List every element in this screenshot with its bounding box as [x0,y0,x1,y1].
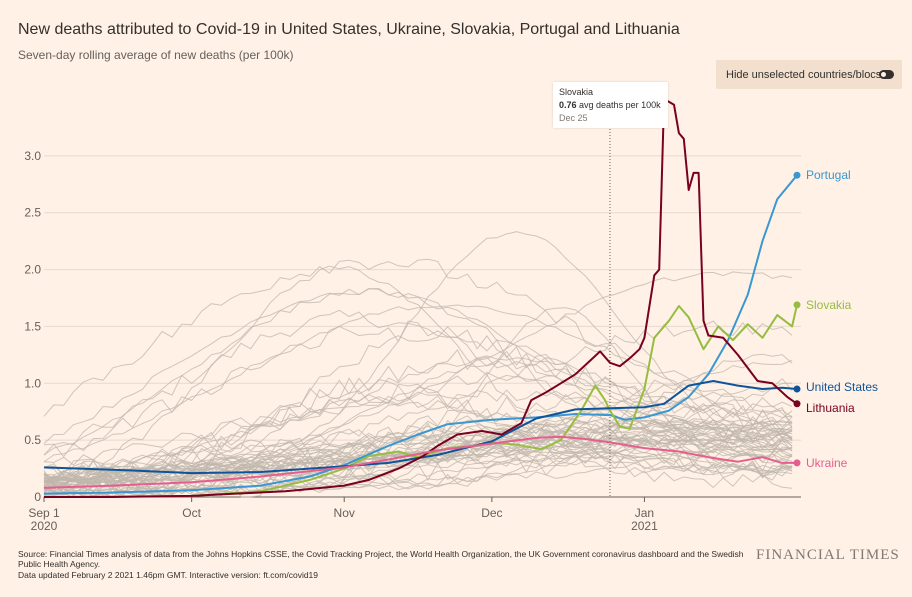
series-line-ukraine[interactable] [43,435,797,489]
background-country-line [43,435,793,490]
series-end-dot-united-states[interactable] [793,385,801,393]
y-tick-label: 2.5 [24,206,41,220]
footer-updated: Data updated February 2 2021 1.46pm GMT.… [18,570,319,580]
background-country-line [43,425,793,481]
background-country-line [43,271,793,483]
y-tick-label: 3.0 [24,149,41,163]
series-line-united-states[interactable] [43,380,798,475]
background-country-line [43,389,793,466]
tooltip-value-suffix: avg deaths per 100k [576,100,661,110]
series-end-dot-slovakia[interactable] [793,301,801,309]
background-country-line [43,450,793,498]
series-label-slovakia: Slovakia [806,298,852,312]
series-label-portugal: Portugal [806,168,851,182]
tooltip-value: 0.76 [559,100,577,110]
background-country-line [43,258,793,419]
y-tick-label: 1.0 [24,376,41,390]
background-country-line [43,430,793,496]
background-country-line [43,377,793,495]
tooltip-date: Dec 25 [559,113,588,123]
hide-unselected-label: Hide unselected countries/blocs [726,68,882,81]
x-tick-label: Dec [481,506,502,520]
series-end-dot-portugal[interactable] [793,171,801,179]
series-line-portugal[interactable] [43,174,798,495]
highlighted-series: Portugal Slovakia United States Lithuania Uk… [43,98,878,498]
background-country-line [43,403,793,488]
background-country-line [43,401,793,476]
y-tick-label: 0 [34,490,41,504]
x-tick-label: Sep 1 [28,506,60,520]
background-country-line [43,287,793,464]
series-label-ukraine: Ukraine [806,456,848,470]
background-country-line [43,413,793,488]
toggle-switch-icon[interactable] [879,70,894,79]
chart-title: New deaths attributed to Covid-19 in Uni… [18,21,680,38]
background-country-line [43,320,793,458]
hover-tooltip: Slovakia 0.76 avg deaths per 100k Dec 25 [553,82,668,128]
series-end-dot-ukraine[interactable] [793,459,801,467]
background-country-line [43,440,793,495]
series-line-lithuania[interactable] [44,98,798,498]
background-country-line [43,431,793,486]
series-label-united-states: United States [806,380,878,394]
background-country-line [43,420,793,483]
x-tick-sublabel: 2021 [631,519,658,533]
background-country-line [43,426,793,488]
y-tick-label: 1.5 [24,319,41,333]
x-tick-label: Nov [334,506,355,520]
footer-source: Source: Financial Times analysis of data… [18,549,744,569]
chart-subtitle: Seven-day rolling average of new deaths … [18,48,294,62]
tooltip-country: Slovakia [559,87,594,97]
x-tick-label: Jan [635,506,654,520]
series-label-lithuania: Lithuania [806,401,855,415]
x-tick-label: Oct [182,506,201,520]
background-country-line [43,320,793,484]
background-country-line [43,304,793,463]
background-country-line [43,463,793,496]
ft-logo: FINANCIAL TIMES [756,547,900,563]
hide-unselected-toggle[interactable]: Hide unselected countries/blocs [716,60,902,89]
y-tick-label: 0.5 [24,433,41,447]
series-line-slovakia[interactable] [43,304,798,498]
series-end-dot-lithuania[interactable] [793,400,801,408]
background-country-line [43,447,793,496]
x-tick-sublabel: 2020 [31,519,58,533]
y-tick-label: 2.0 [24,263,41,277]
